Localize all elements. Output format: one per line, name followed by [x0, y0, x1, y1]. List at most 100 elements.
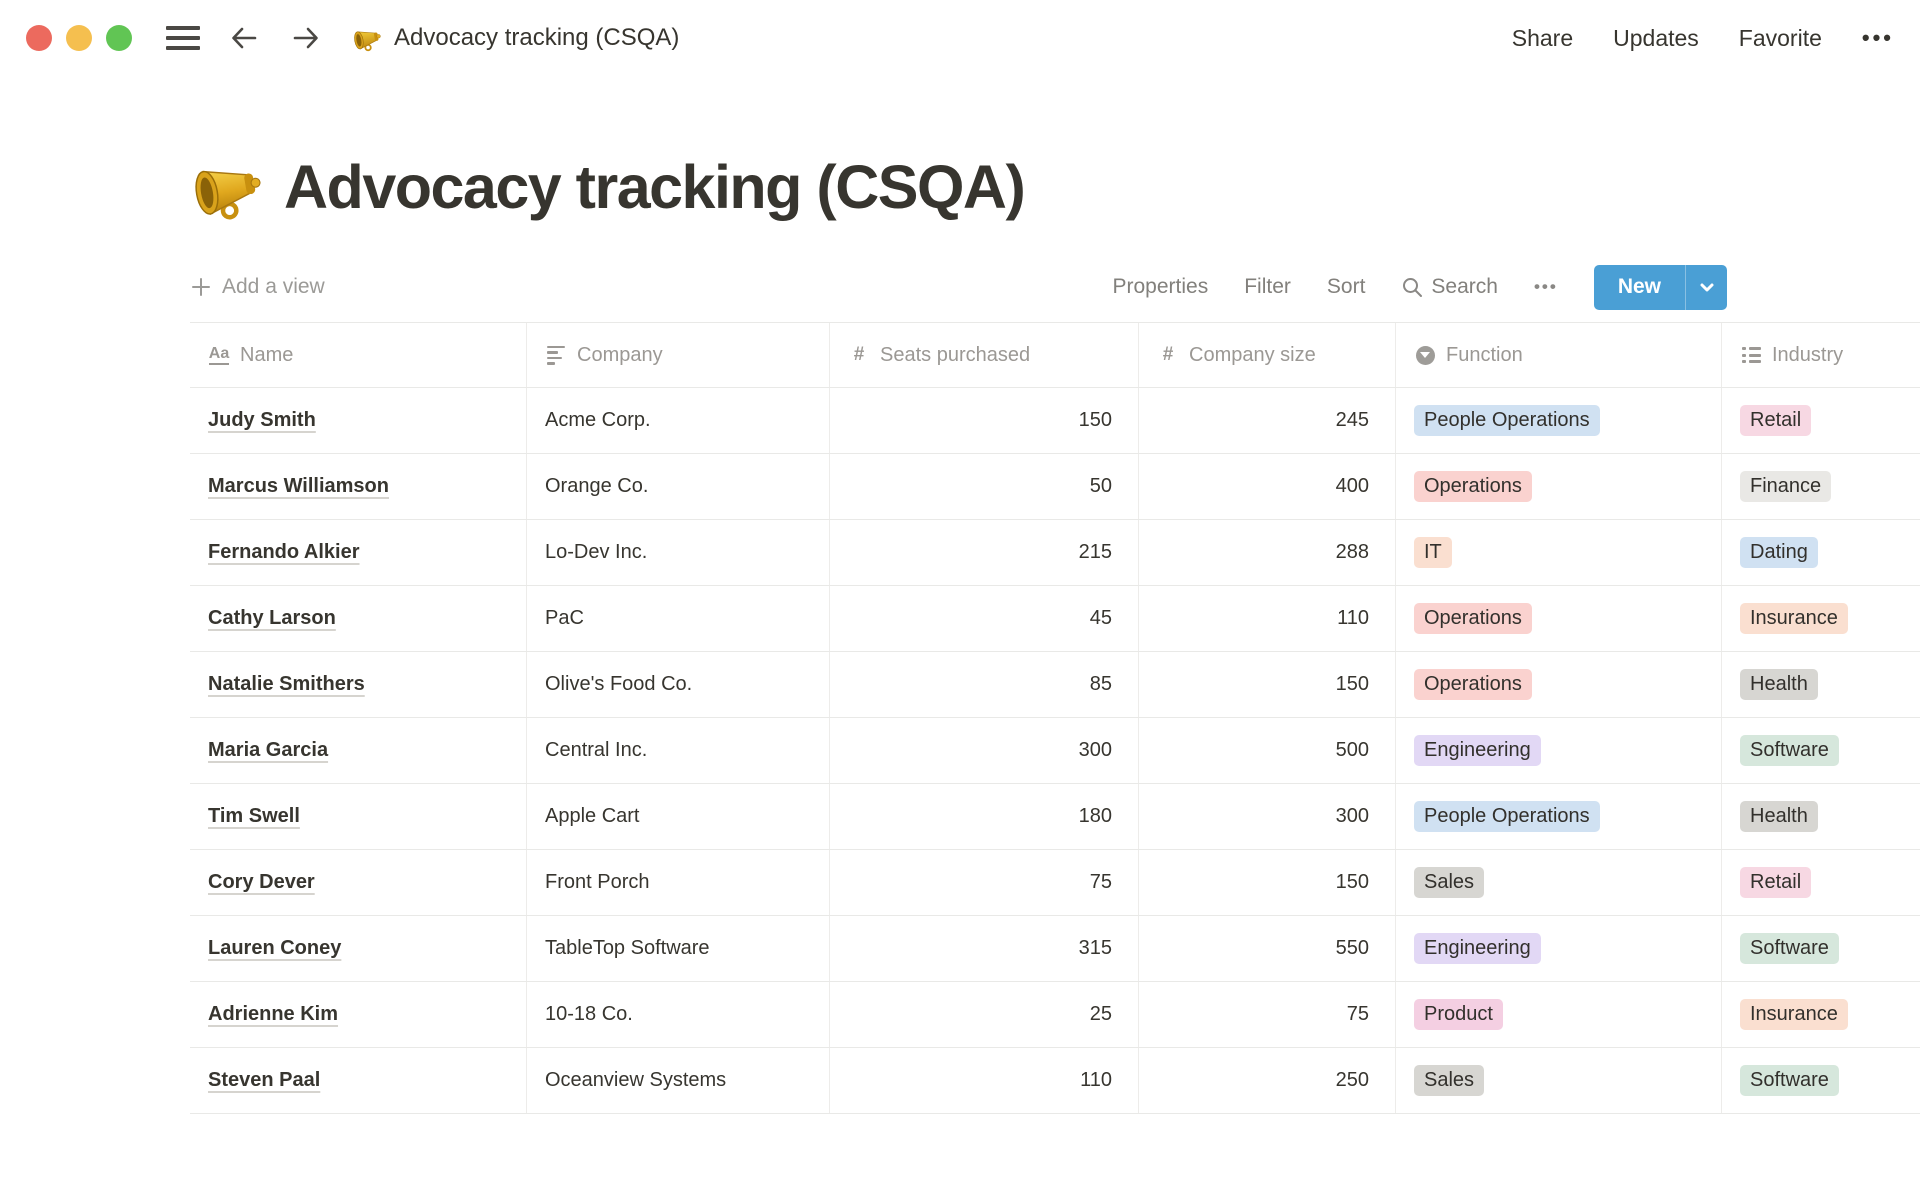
cell-company-size[interactable]: 400 [1139, 454, 1396, 519]
minimize-window-button[interactable] [66, 25, 92, 51]
page-link[interactable]: Marcus Williamson [208, 475, 389, 497]
cell-industry[interactable]: Retail [1722, 850, 1920, 915]
share-button[interactable]: Share [1511, 24, 1574, 51]
page-link[interactable]: Cathy Larson [208, 607, 336, 629]
cell-name[interactable]: Natalie Smithers [190, 652, 527, 717]
back-arrow-icon[interactable] [226, 20, 262, 56]
cell-name[interactable]: Cathy Larson [190, 586, 527, 651]
forward-arrow-icon[interactable] [288, 20, 324, 56]
cell-industry[interactable]: Software [1722, 1048, 1920, 1113]
cell-industry[interactable]: Retail [1722, 388, 1920, 453]
cell-industry[interactable]: Software [1722, 718, 1920, 783]
cell-company-size[interactable]: 550 [1139, 916, 1396, 981]
more-options-icon[interactable]: ••• [1861, 25, 1894, 50]
cell-industry[interactable]: Software [1722, 916, 1920, 981]
zoom-window-button[interactable] [106, 25, 132, 51]
cell-function[interactable]: Sales [1396, 850, 1722, 915]
cell-industry[interactable]: Insurance [1722, 982, 1920, 1047]
view-more-options-icon[interactable]: ••• [1533, 277, 1558, 296]
cell-industry[interactable]: Health [1722, 784, 1920, 849]
cell-name[interactable]: Marcus Williamson [190, 454, 527, 519]
cell-seats-purchased[interactable]: 150 [830, 388, 1139, 453]
page-link[interactable]: Fernando Alkier [208, 541, 360, 563]
cell-seats-purchased[interactable]: 315 [830, 916, 1139, 981]
cell-company[interactable]: 10-18 Co. [527, 982, 830, 1047]
cell-name[interactable]: Cory Dever [190, 850, 527, 915]
new-button-dropdown[interactable] [1685, 264, 1727, 310]
cell-company[interactable]: TableTop Software [527, 916, 830, 981]
column-header-function[interactable]: Function [1396, 323, 1722, 387]
page-link[interactable]: Lauren Coney [208, 937, 342, 959]
page-link[interactable]: Natalie Smithers [208, 673, 365, 695]
cell-name[interactable]: Steven Paal [190, 1048, 527, 1113]
cell-company-size[interactable]: 150 [1139, 850, 1396, 915]
cell-company-size[interactable]: 500 [1139, 718, 1396, 783]
favorite-button[interactable]: Favorite [1738, 24, 1822, 51]
cell-function[interactable]: Operations [1396, 652, 1722, 717]
cell-company-size[interactable]: 150 [1139, 652, 1396, 717]
cell-company-size[interactable]: 288 [1139, 520, 1396, 585]
cell-function[interactable]: Operations [1396, 586, 1722, 651]
cell-company-size[interactable]: 110 [1139, 586, 1396, 651]
cell-seats-purchased[interactable]: 110 [830, 1048, 1139, 1113]
page-link[interactable]: Tim Swell [208, 805, 300, 827]
new-record-button[interactable]: New [1593, 264, 1727, 310]
properties-button[interactable]: Properties [1112, 275, 1209, 298]
column-header-industry[interactable]: Industry [1722, 323, 1920, 387]
cell-name[interactable]: Lauren Coney [190, 916, 527, 981]
cell-company[interactable]: Orange Co. [527, 454, 830, 519]
cell-seats-purchased[interactable]: 50 [830, 454, 1139, 519]
column-header-name[interactable]: Aa Name [190, 323, 527, 387]
column-header-company-size[interactable]: # Company size [1139, 323, 1396, 387]
page-link[interactable]: Judy Smith [208, 409, 316, 431]
cell-seats-purchased[interactable]: 25 [830, 982, 1139, 1047]
cell-function[interactable]: Product [1396, 982, 1722, 1047]
page-icon-megaphone[interactable] [190, 150, 264, 224]
cell-company-size[interactable]: 75 [1139, 982, 1396, 1047]
cell-seats-purchased[interactable]: 45 [830, 586, 1139, 651]
cell-name[interactable]: Maria Garcia [190, 718, 527, 783]
cell-company-size[interactable]: 250 [1139, 1048, 1396, 1113]
page-link[interactable]: Adrienne Kim [208, 1003, 339, 1025]
cell-company[interactable]: PaC [527, 586, 830, 651]
cell-company[interactable]: Lo-Dev Inc. [527, 520, 830, 585]
cell-seats-purchased[interactable]: 85 [830, 652, 1139, 717]
cell-name[interactable]: Judy Smith [190, 388, 527, 453]
cell-industry[interactable]: Dating [1722, 520, 1920, 585]
cell-seats-purchased[interactable]: 180 [830, 784, 1139, 849]
column-header-seats-purchased[interactable]: # Seats purchased [830, 323, 1139, 387]
cell-company[interactable]: Olive's Food Co. [527, 652, 830, 717]
cell-function[interactable]: Engineering [1396, 718, 1722, 783]
cell-function[interactable]: Operations [1396, 454, 1722, 519]
sidebar-menu-icon[interactable] [166, 26, 200, 50]
cell-industry[interactable]: Finance [1722, 454, 1920, 519]
cell-function[interactable]: Engineering [1396, 916, 1722, 981]
close-window-button[interactable] [26, 25, 52, 51]
cell-function[interactable]: IT [1396, 520, 1722, 585]
cell-industry[interactable]: Insurance [1722, 586, 1920, 651]
page-link[interactable]: Cory Dever [208, 871, 315, 893]
cell-seats-purchased[interactable]: 300 [830, 718, 1139, 783]
cell-company[interactable]: Oceanview Systems [527, 1048, 830, 1113]
cell-function[interactable]: Sales [1396, 1048, 1722, 1113]
sort-button[interactable]: Sort [1326, 275, 1366, 298]
column-header-company[interactable]: Company [527, 323, 830, 387]
cell-company[interactable]: Acme Corp. [527, 388, 830, 453]
page-link[interactable]: Steven Paal [208, 1069, 321, 1091]
updates-button[interactable]: Updates [1613, 24, 1699, 51]
cell-industry[interactable]: Health [1722, 652, 1920, 717]
cell-company[interactable]: Apple Cart [527, 784, 830, 849]
cell-name[interactable]: Fernando Alkier [190, 520, 527, 585]
breadcrumb[interactable]: Advocacy tracking (CSQA) [352, 23, 679, 53]
cell-seats-purchased[interactable]: 75 [830, 850, 1139, 915]
search-button[interactable]: Search [1401, 275, 1498, 299]
add-view-button[interactable]: Add a view [190, 275, 325, 299]
filter-button[interactable]: Filter [1244, 275, 1291, 298]
cell-company-size[interactable]: 300 [1139, 784, 1396, 849]
cell-company[interactable]: Central Inc. [527, 718, 830, 783]
cell-function[interactable]: People Operations [1396, 784, 1722, 849]
cell-company-size[interactable]: 245 [1139, 388, 1396, 453]
cell-function[interactable]: People Operations [1396, 388, 1722, 453]
cell-name[interactable]: Adrienne Kim [190, 982, 527, 1047]
cell-company[interactable]: Front Porch [527, 850, 830, 915]
